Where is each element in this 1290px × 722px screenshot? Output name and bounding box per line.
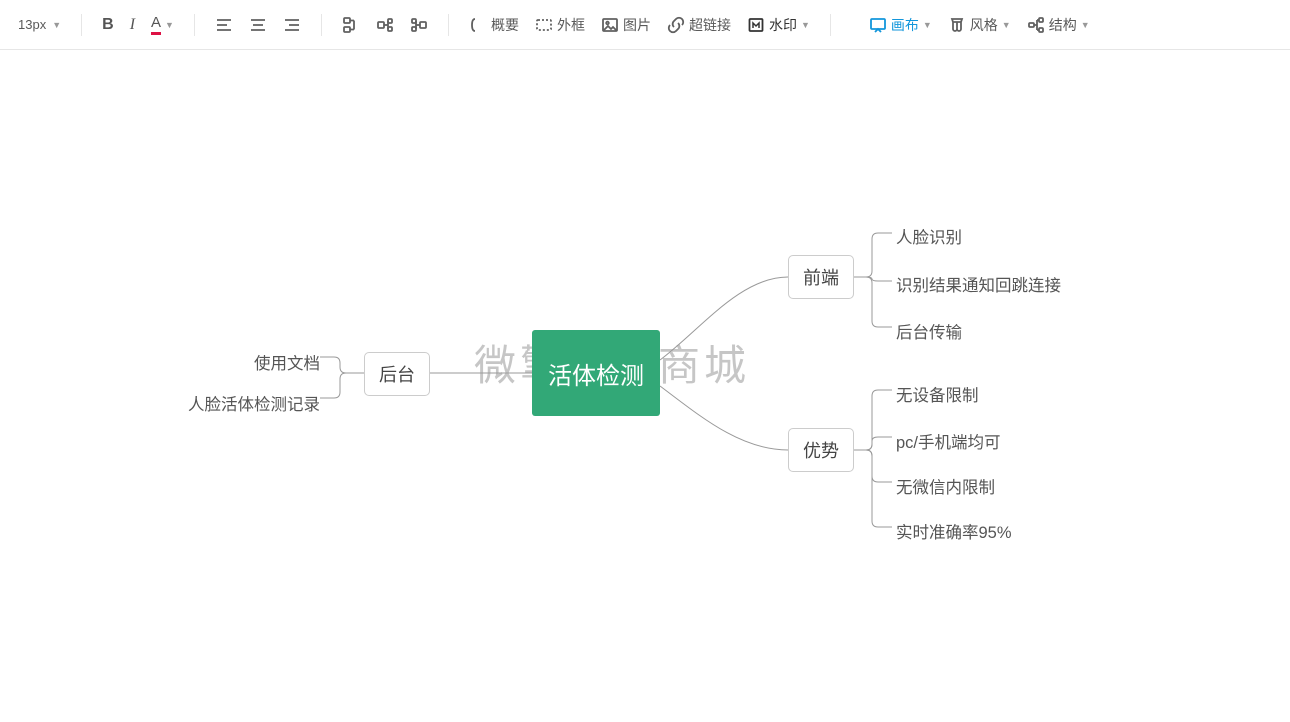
divider bbox=[448, 14, 449, 36]
bold-button[interactable]: B bbox=[98, 7, 118, 43]
font-size-value: 13px bbox=[18, 17, 46, 32]
mindmap-leaf[interactable]: 识别结果通知回跳连接 bbox=[896, 272, 1061, 296]
mindmap-node-left[interactable]: 后台 bbox=[364, 352, 430, 396]
style-label: 风格 bbox=[970, 15, 998, 35]
align-center-icon bbox=[249, 16, 267, 34]
divider bbox=[830, 14, 831, 36]
align-left-button[interactable] bbox=[211, 7, 237, 43]
caret-down-icon: ▼ bbox=[165, 20, 174, 30]
mindmap-canvas[interactable]: 微擎应用商城 活体检测 后台 使用文档 人脸活体检测记录 前端 人脸识别 识别结… bbox=[0, 50, 1290, 722]
align-center-button[interactable] bbox=[245, 7, 271, 43]
canvas-label: 画布 bbox=[891, 15, 919, 35]
structure-button[interactable]: 结构 ▼ bbox=[1023, 7, 1094, 43]
outline-icon bbox=[535, 16, 553, 34]
image-label: 图片 bbox=[623, 15, 651, 35]
mindmap-leaf[interactable]: 人脸活体检测记录 bbox=[188, 391, 320, 415]
outline-button[interactable]: 外框 bbox=[531, 7, 589, 43]
structure-icon bbox=[1027, 16, 1045, 34]
italic-button[interactable]: I bbox=[126, 7, 139, 43]
structure-label: 结构 bbox=[1049, 15, 1077, 35]
align-right-button[interactable] bbox=[279, 7, 305, 43]
caret-down-icon: ▼ bbox=[52, 20, 61, 30]
link-icon bbox=[667, 16, 685, 34]
watermark-icon bbox=[747, 16, 765, 34]
mindmap-leaf[interactable]: 实时准确率95% bbox=[896, 519, 1012, 543]
mindmap-leaf[interactable]: 人脸识别 bbox=[896, 224, 962, 248]
font-size-select[interactable]: 13px ▼ bbox=[14, 7, 65, 43]
bold-icon: B bbox=[102, 16, 114, 34]
caret-down-icon: ▼ bbox=[923, 20, 932, 30]
font-color-icon: A bbox=[151, 14, 161, 35]
image-button[interactable]: 图片 bbox=[597, 7, 655, 43]
canvas-button[interactable]: 画布 ▼ bbox=[865, 7, 936, 43]
style-icon bbox=[948, 16, 966, 34]
mindmap-leaf[interactable]: 无设备限制 bbox=[896, 382, 979, 406]
mindmap-node-right-0[interactable]: 前端 bbox=[788, 255, 854, 299]
summary-icon bbox=[469, 16, 487, 34]
node-parent-button[interactable] bbox=[406, 7, 432, 43]
summary-button[interactable]: 概要 bbox=[465, 7, 523, 43]
align-right-icon bbox=[283, 16, 301, 34]
divider bbox=[81, 14, 82, 36]
italic-icon: I bbox=[130, 16, 135, 34]
hyperlink-label: 超链接 bbox=[689, 15, 731, 35]
mindmap-leaf[interactable]: pc/手机端均可 bbox=[896, 429, 1001, 453]
divider bbox=[321, 14, 322, 36]
caret-down-icon: ▼ bbox=[801, 20, 810, 30]
node-sibling-icon bbox=[342, 16, 360, 34]
mindmap-leaf[interactable]: 使用文档 bbox=[254, 350, 320, 374]
style-button[interactable]: 风格 ▼ bbox=[944, 7, 1015, 43]
divider bbox=[194, 14, 195, 36]
node-child-icon bbox=[376, 16, 394, 34]
watermark-label: 水印 bbox=[769, 15, 797, 35]
editor-toolbar: 13px ▼ B I A ▼ 概要 外框 图片 bbox=[0, 0, 1290, 50]
watermark-button[interactable]: 水印 ▼ bbox=[743, 7, 814, 43]
mindmap-node-right-1[interactable]: 优势 bbox=[788, 428, 854, 472]
node-parent-icon bbox=[410, 16, 428, 34]
outline-label: 外框 bbox=[557, 15, 585, 35]
image-icon bbox=[601, 16, 619, 34]
mindmap-leaf[interactable]: 后台传输 bbox=[896, 319, 962, 343]
caret-down-icon: ▼ bbox=[1081, 20, 1090, 30]
mindmap-root[interactable]: 活体检测 bbox=[532, 330, 660, 416]
mindmap-leaf[interactable]: 无微信内限制 bbox=[896, 474, 995, 498]
align-left-icon bbox=[215, 16, 233, 34]
node-child-button[interactable] bbox=[372, 7, 398, 43]
node-sibling-button[interactable] bbox=[338, 7, 364, 43]
caret-down-icon: ▼ bbox=[1002, 20, 1011, 30]
canvas-icon bbox=[869, 16, 887, 34]
hyperlink-button[interactable]: 超链接 bbox=[663, 7, 735, 43]
font-color-button[interactable]: A ▼ bbox=[147, 7, 178, 43]
summary-label: 概要 bbox=[491, 15, 519, 35]
